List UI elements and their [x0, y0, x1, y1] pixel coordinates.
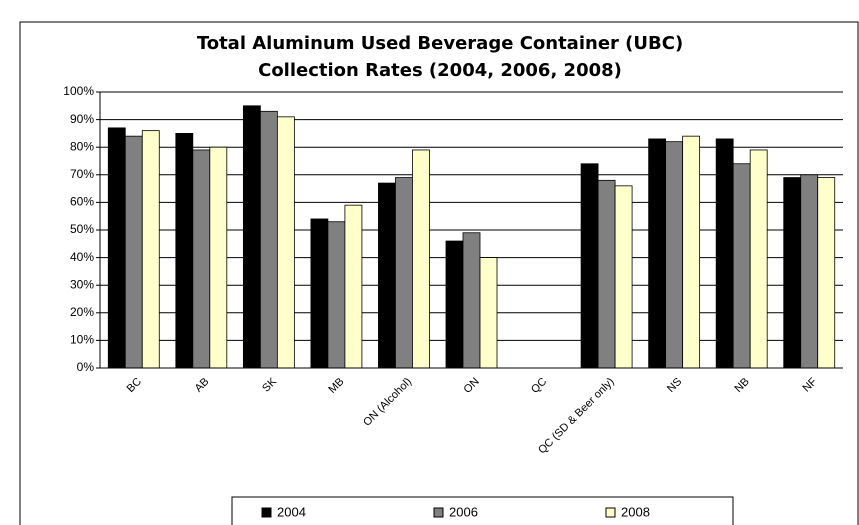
bar: [800, 174, 819, 369]
y-tick-label: 30%: [70, 277, 94, 291]
bar: [783, 177, 802, 369]
y-tick-label: 60%: [70, 195, 94, 209]
bar: [479, 257, 498, 369]
bar: [580, 163, 599, 369]
bar: [715, 138, 734, 369]
y-tick-label: 0%: [77, 360, 95, 374]
bar: [648, 138, 667, 369]
bar: [124, 135, 143, 369]
bar: [327, 221, 346, 369]
legend-box: [231, 496, 734, 525]
legend-swatch: [433, 507, 444, 518]
y-tick-label: 80%: [70, 139, 94, 153]
bar: [395, 177, 413, 369]
chart-title: Collection Rates (2004, 2006, 2008): [258, 60, 622, 81]
bar: [462, 232, 481, 369]
bar: [192, 149, 211, 369]
bar: [817, 177, 836, 369]
bar: [141, 130, 160, 369]
bar: [242, 105, 261, 369]
legend: 2004 2006 2008: [231, 496, 734, 525]
legend-label: 2004: [277, 504, 306, 519]
y-tick-label: 90%: [70, 112, 94, 126]
bar: [614, 185, 633, 369]
legend-label: 2008: [621, 504, 650, 519]
y-tick-label: 100%: [63, 84, 94, 98]
y-tick-label: 10%: [70, 333, 94, 347]
bar: [445, 240, 464, 369]
bar: [732, 163, 751, 369]
bar: [276, 116, 295, 369]
legend-label: 2006: [449, 504, 478, 519]
y-tick-label: 20%: [70, 305, 94, 319]
bar: [378, 182, 396, 369]
bar: [665, 141, 684, 369]
bar: [209, 146, 228, 369]
bar: [310, 218, 329, 369]
y-tick-label: 50%: [70, 222, 94, 236]
bar: [749, 149, 768, 369]
bar: [107, 127, 126, 369]
bar: [597, 179, 616, 369]
bar: [682, 135, 701, 369]
y-tick-label: 40%: [70, 250, 94, 264]
bar: [344, 204, 363, 369]
bar: [175, 132, 194, 369]
bar: [259, 110, 278, 369]
chart-title: Total Aluminum Used Beverage Container (…: [197, 33, 683, 54]
y-tick-label: 70%: [70, 167, 94, 181]
legend-swatch: [605, 507, 616, 518]
legend-swatch: [261, 507, 272, 518]
bar: [412, 149, 430, 369]
